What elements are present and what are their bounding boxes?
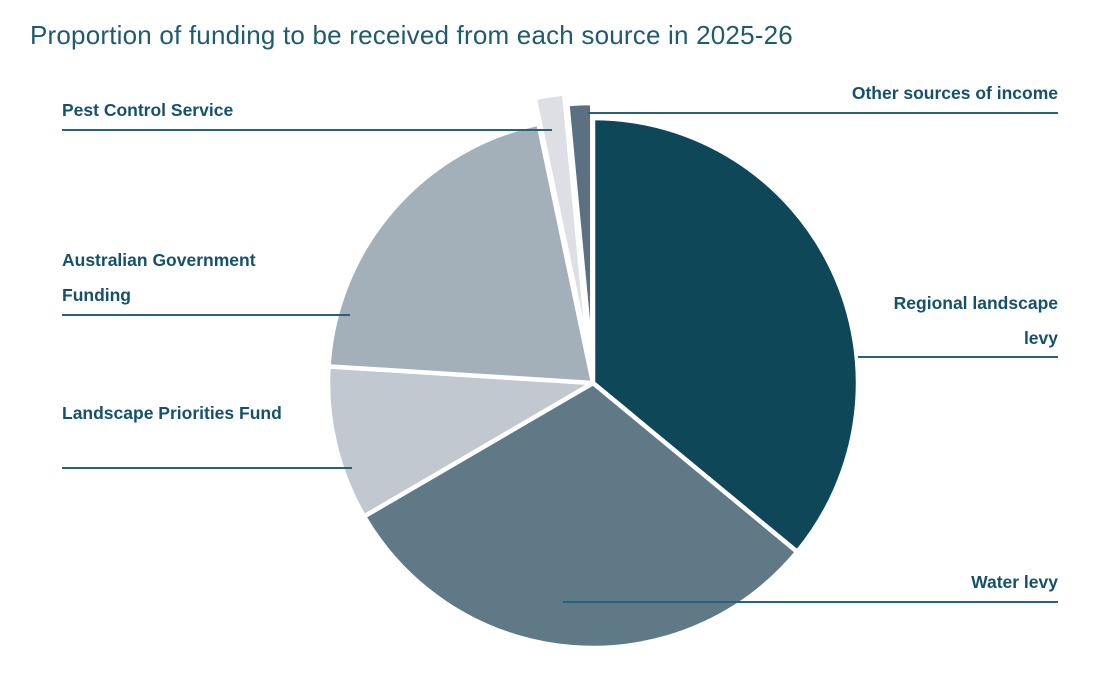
pie-slice-water-levy [361, 380, 800, 651]
leader-line-landscape-priorities-fund [62, 467, 352, 469]
leader-line-water-levy [563, 601, 1058, 603]
label-water-levy: Water levy [971, 572, 1058, 592]
label-landscape-priorities-fund: Landscape Priorities Fund [62, 403, 282, 423]
label-other-sources-of-income: Other sources of income [851, 83, 1058, 103]
chart-title: Proportion of funding to be received fro… [30, 20, 793, 50]
pie-slice-other-sources-of-income [565, 100, 595, 371]
leader-line-australian-government-funding [62, 314, 350, 316]
leader-line-pest-control-service [62, 129, 552, 131]
pie-slice-pest-control-service [532, 91, 592, 360]
leader-line-other-sources-of-income [588, 112, 1058, 114]
leader-line-regional-landscape-levy [858, 356, 1058, 358]
label-australian-government-funding: Australian Government Funding [62, 250, 256, 305]
label-pest-control-service: Pest Control Service [62, 100, 234, 120]
pie-slice-landscape-priorities-fund [325, 364, 596, 519]
label-regional-landscape-levy: Regional landscape levy [893, 293, 1058, 348]
pie-slice-australian-government-funding [326, 121, 596, 386]
pie-slice-regional-landscape-levy [590, 115, 861, 555]
